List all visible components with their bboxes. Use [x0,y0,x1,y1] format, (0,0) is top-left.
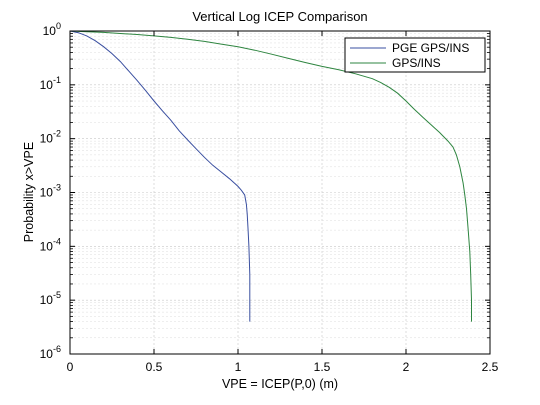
y-tick-label: 100 [43,21,61,38]
y-tick-label: 10-5 [40,290,61,307]
series-layer [69,30,472,322]
y-tick-label: 10-6 [40,344,61,361]
x-tick-label: 0 [67,360,74,374]
series-line-pge-gps-ins [69,30,251,322]
legend-label-pge-gps-ins: PGE GPS/INS [392,41,469,55]
x-tick-label: 2.5 [482,360,499,374]
series-line-gps-ins [69,30,472,322]
y-tick-label: 10-4 [40,236,61,253]
x-tick-label: 1.5 [314,360,331,374]
y-tick-label: 10-1 [40,75,61,92]
grid-layer [70,31,490,354]
y-axis-label: Probability x>VPE [22,142,36,242]
y-tick-label: 10-2 [40,129,61,146]
chart-title: Vertical Log ICEP Comparison [192,9,367,24]
x-tick-label: 2 [403,360,410,374]
legend-label-gps-ins: GPS/INS [392,56,441,70]
x-tick-label: 1 [235,360,242,374]
legend-box [344,37,486,73]
x-axis-label: VPE = ICEP(P,0) (m) [222,377,338,391]
y-tick-label: 10-3 [40,183,61,200]
legend: PGE GPS/INS GPS/INS [344,37,486,73]
tick-layer: 0 0.5 1 1.5 2 2.5 100 10-1 10-2 10-3 10-4 10-5 10-6 [40,21,499,374]
x-tick-label: 0.5 [146,360,163,374]
